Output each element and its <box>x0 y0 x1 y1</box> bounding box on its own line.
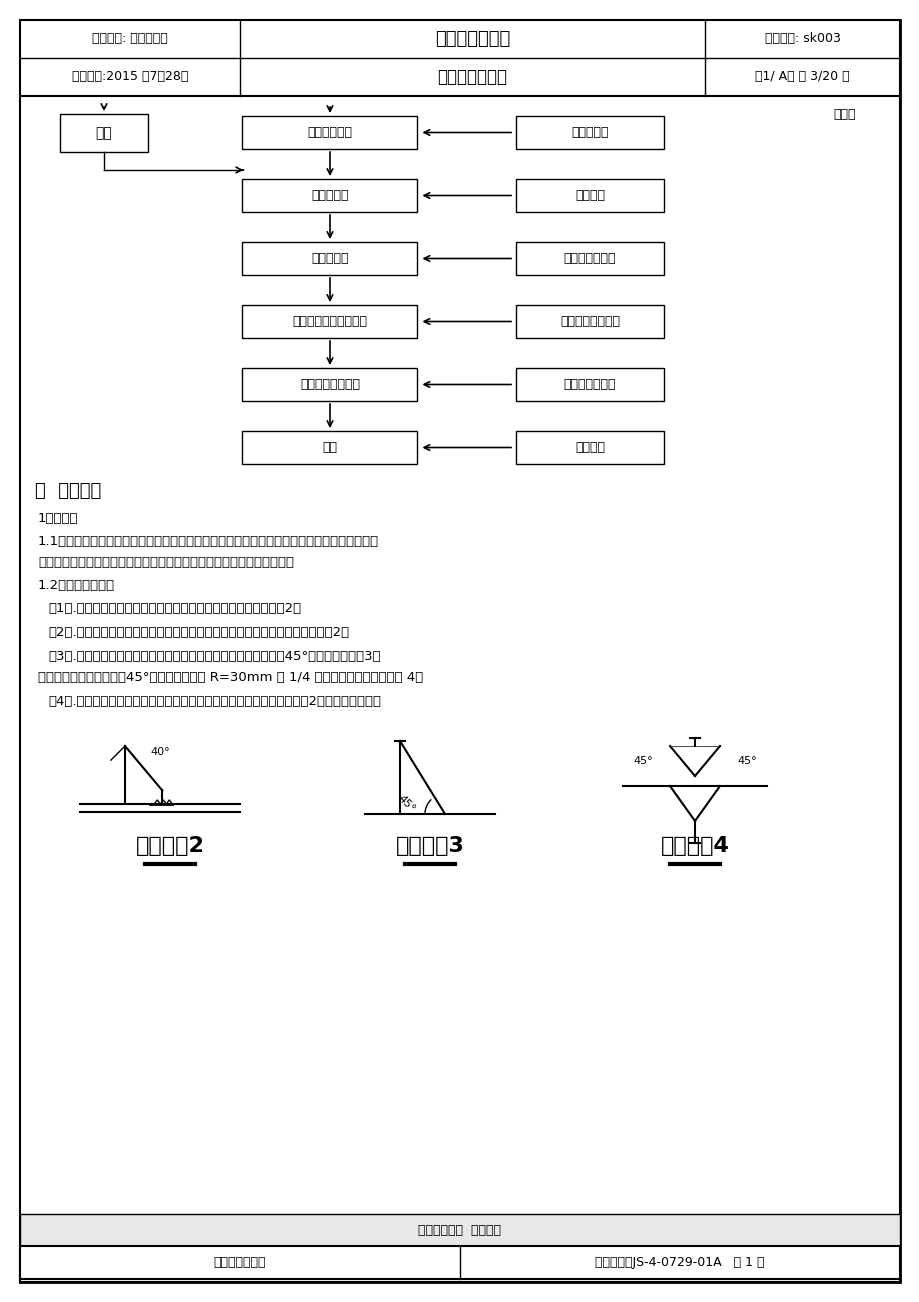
Text: 漆膜厚度外观检: 漆膜厚度外观检 <box>563 378 616 391</box>
Text: 成品: 成品 <box>323 441 337 454</box>
Bar <box>20 1213 899 1246</box>
Text: 摩擦系数外观检查: 摩擦系数外观检查 <box>560 315 619 328</box>
Bar <box>243 305 417 339</box>
Text: 表单编号：JS-4-0729-01A   第 1 版: 表单编号：JS-4-0729-01A 第 1 版 <box>595 1256 764 1269</box>
Text: 坡口详图2: 坡口详图2 <box>135 836 204 855</box>
Bar <box>243 431 417 464</box>
Text: 第1/ A版 第 3/20 页: 第1/ A版 第 3/20 页 <box>754 70 849 83</box>
Text: （4）.箱型柱两个不通长的翼缘板沿两个长边打单面坡口，参照坡口详图2施焊时加施焊板。: （4）.箱型柱两个不通长的翼缘板沿两个长边打单面坡口，参照坡口详图2施焊时加施焊… <box>48 695 380 708</box>
Bar <box>243 368 417 401</box>
Bar <box>516 116 664 148</box>
Text: 40°: 40° <box>150 747 169 756</box>
Text: 腹板打双面坡口，角度为45°，端头处腹板开 R=30mm 的 1/4 圆鹄，坡口参照坡口详图 4。: 腹板打双面坡口，角度为45°，端头处腹板开 R=30mm 的 1/4 圆鹄，坡口… <box>38 671 423 684</box>
Text: 接上页: 接上页 <box>833 108 856 121</box>
Text: 二  板材接料: 二 板材接料 <box>35 482 101 500</box>
Text: 制订日期:2015 年7月28日: 制订日期:2015 年7月28日 <box>72 70 188 83</box>
Bar <box>20 1246 899 1279</box>
Text: 文件非经许可  不准影印: 文件非经许可 不准影印 <box>418 1224 501 1237</box>
Text: 箱型柱端面铣: 箱型柱端面铣 <box>307 126 352 139</box>
Bar <box>516 242 664 275</box>
Bar <box>516 368 664 401</box>
Bar <box>243 116 417 148</box>
Bar <box>516 431 664 464</box>
Text: 根据图纸要求涂装: 根据图纸要求涂装 <box>300 378 359 391</box>
Text: 制订部门: 技术工艺科: 制订部门: 技术工艺科 <box>92 33 167 46</box>
Text: （1）.箱型柱壁板与柱底板之间打单面坡口坡口做法参照坡口详图2。: （1）.箱型柱壁板与柱底板之间打单面坡口坡口做法参照坡口详图2。 <box>48 602 301 615</box>
Text: （2）.箱型柱内加劲板与箱型柱壁板焊接处打单面坡口，坡口形式参照坡口详图2。: （2）.箱型柱内加劲板与箱型柱壁板焊接处打单面坡口，坡口形式参照坡口详图2。 <box>48 626 348 639</box>
Bar <box>243 242 417 275</box>
Bar <box>243 178 417 212</box>
Text: 文件编号: sk003: 文件编号: sk003 <box>764 33 840 46</box>
Text: 45°: 45° <box>632 756 652 766</box>
Text: 通用工艺通知书: 通用工艺通知书 <box>437 68 507 86</box>
Text: 第二钢结构公司: 第二钢结构公司 <box>213 1256 266 1269</box>
Text: 根据图纸要求抛丸除锈: 根据图纸要求抛丸除锈 <box>292 315 367 328</box>
Text: 45°: 45° <box>736 756 756 766</box>
Bar <box>20 20 899 96</box>
Bar <box>60 115 148 152</box>
Text: 1坡口加工: 1坡口加工 <box>38 512 78 525</box>
Text: 45°: 45° <box>395 793 416 815</box>
Text: 坡口详图4: 坡口详图4 <box>660 836 729 855</box>
Text: 坡口详图3: 坡口详图3 <box>395 836 464 855</box>
Text: （3）.柱与柱之间连接点处，上节柱翼板下端打单面坡口，角度为45°，参照坡口详图3，: （3）.柱与柱之间连接点处，上节柱翼板下端打单面坡口，角度为45°，参照坡口详图… <box>48 650 380 663</box>
Text: 检查: 检查 <box>96 126 112 141</box>
Text: 焊接零部件: 焊接零部件 <box>311 253 348 266</box>
Bar <box>516 178 664 212</box>
Bar <box>516 305 664 339</box>
Text: 其他氧化物时，也会影响焊接质量，因此应用角向磨光机予以清除干净；: 其他氧化物时，也会影响焊接质量，因此应用角向磨光机予以清除干净； <box>38 556 294 569</box>
Text: 1.2坡口方式说明：: 1.2坡口方式说明： <box>38 579 115 592</box>
Text: 尺寸检验: 尺寸检验 <box>574 189 605 202</box>
Text: 1.1坡口的加工采用火焰切割机切割坡口，对切割后的坡口表面应进行清理，如坡口边缘上附有: 1.1坡口的加工采用火焰切割机切割坡口，对切割后的坡口表面应进行清理，如坡口边缘… <box>38 535 379 548</box>
Text: 箱型柱制作步骤: 箱型柱制作步骤 <box>435 30 509 48</box>
Text: 成品终检: 成品终检 <box>574 441 605 454</box>
Text: 焊缝、尺寸终检: 焊缝、尺寸终检 <box>563 253 616 266</box>
Text: 装配零部件: 装配零部件 <box>311 189 348 202</box>
Text: 垂直度检查: 垂直度检查 <box>571 126 608 139</box>
